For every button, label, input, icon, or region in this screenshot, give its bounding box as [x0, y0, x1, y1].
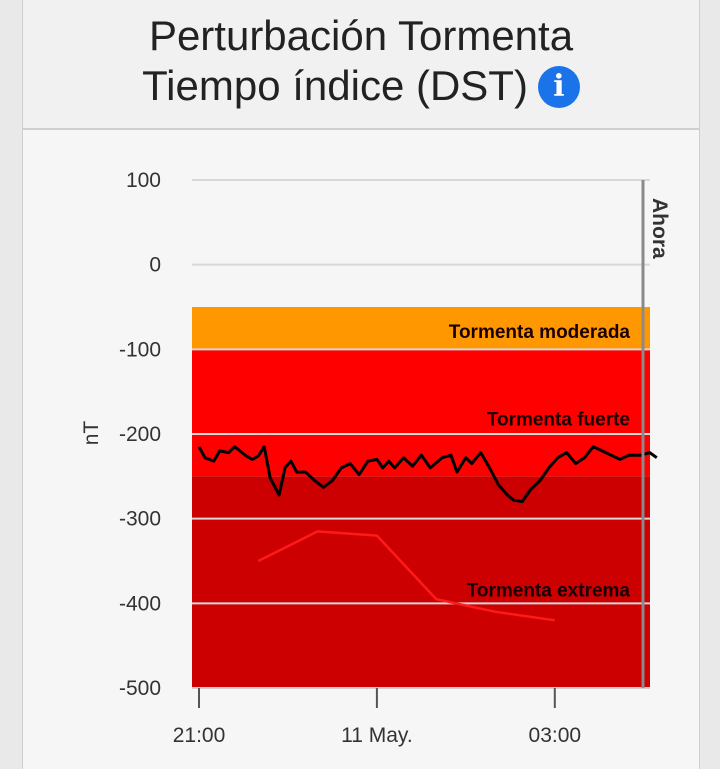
y-tick-label: -500 — [119, 677, 161, 700]
band-label-0: Tormenta moderada — [449, 322, 631, 343]
series-line-1 — [257, 530, 555, 622]
dst-card: Perturbación Tormenta Tiempo índice (DST… — [22, 0, 700, 769]
x-axis: 21:00 11 May. 03:00 — [173, 687, 650, 747]
band-0 — [192, 307, 650, 350]
series-line-0 — [197, 445, 658, 504]
title-line-2: Tiempo índice (DST) i — [23, 62, 699, 110]
x-tick-label: 03:00 — [529, 724, 582, 747]
y-tick-label: -400 — [119, 592, 161, 615]
y-ticks: 100 0 -100 -200 -300 -400 -500 — [119, 169, 161, 700]
y-tick-label: -200 — [119, 423, 161, 446]
y-tick-label: 0 — [149, 254, 161, 277]
dst-chart: Tormenta moderada Tormenta fuerte Tormenta… — [80, 169, 671, 747]
y-tick-label: -300 — [119, 508, 161, 531]
now-label: Ahora — [648, 198, 671, 259]
y-tick-label: -100 — [119, 338, 161, 361]
y-tick-label: 100 — [126, 169, 161, 192]
title-line-2-text: Tiempo índice (DST) — [142, 62, 528, 109]
x-tick-label: 11 May. — [341, 724, 413, 747]
info-icon[interactable]: i — [537, 66, 580, 108]
now-marker: Ahora — [641, 180, 671, 688]
title-line-1: Perturbación Tormenta — [148, 12, 574, 59]
y-axis-label: nT — [80, 421, 103, 446]
grid-lines — [192, 179, 650, 689]
storm-bands — [192, 307, 650, 688]
band-labels: Tormenta moderada Tormenta fuerte Tormenta… — [449, 322, 631, 601]
x-tick-label: 21:00 — [173, 724, 226, 747]
band-label-2: Tormenta extrema — [467, 580, 631, 601]
card-header: Perturbación Tormenta Tiempo índice (DST… — [23, 0, 699, 130]
chart-series — [197, 445, 658, 622]
band-label-1: Tormenta fuerte — [487, 409, 630, 430]
